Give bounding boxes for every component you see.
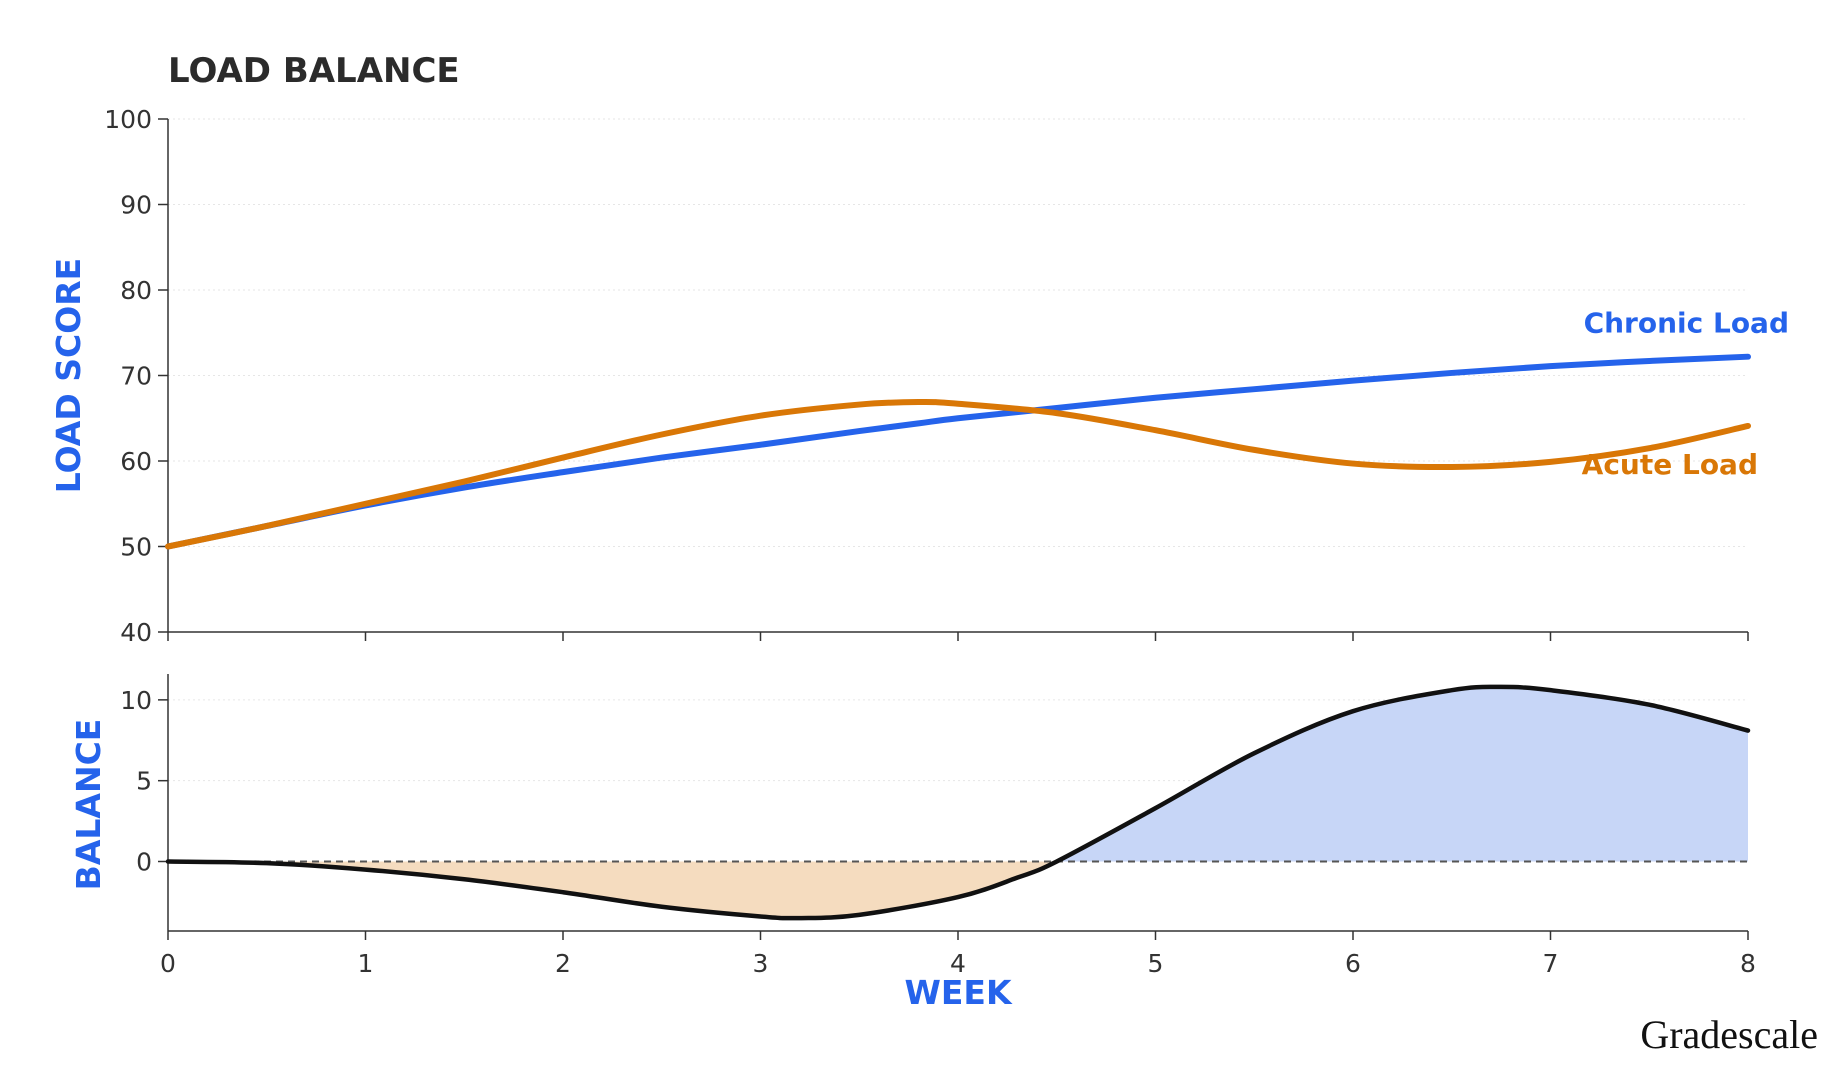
- balance-line: [165, 684, 1751, 921]
- x-tick-label: 1: [358, 949, 374, 978]
- x-tick-label: 7: [1543, 949, 1559, 978]
- x-tick-label: 5: [1148, 949, 1164, 978]
- bottom-y-axis-label: BALANCE: [69, 719, 108, 891]
- bottom-y-tick-label: 5: [136, 767, 152, 796]
- top-axes: 40 50 60 70 80 90 100: [104, 105, 1749, 647]
- x-tick-label: 0: [160, 949, 176, 978]
- positive-balance-area: [1056, 686, 1748, 862]
- load-series: [165, 353, 1751, 550]
- chronic-load-label: Chronic Load: [1584, 307, 1789, 340]
- negative-balance-area: [168, 861, 1057, 919]
- top-y-tick-label: 90: [120, 191, 152, 220]
- x-axis-label: WEEK: [904, 973, 1012, 1012]
- top-gridlines: [168, 118, 1748, 547]
- x-tick-label: 2: [555, 949, 571, 978]
- chart-title: LOAD BALANCE: [168, 51, 460, 91]
- top-y-tick-label: 50: [120, 533, 152, 562]
- x-tick-label: 8: [1740, 949, 1756, 978]
- x-tick-label: 4: [950, 949, 966, 978]
- x-tick-label: 6: [1345, 949, 1361, 978]
- top-y-tick-label: 60: [120, 447, 152, 476]
- balance-fills: [168, 686, 1748, 919]
- brand-logo: Gradescale: [1640, 1012, 1818, 1057]
- acute-load-line: [165, 398, 1751, 550]
- balance-series: [165, 684, 1751, 921]
- acute-load-label: Acute Load: [1582, 448, 1758, 481]
- bottom-y-tick-label: 0: [136, 847, 152, 876]
- axis-labels: Chronic Load Acute Load LOAD SCORE BALANCE W…: [49, 258, 1789, 1012]
- top-y-tick-label: 80: [120, 276, 152, 305]
- bottom-y-tick-label: 10: [120, 686, 152, 715]
- top-y-tick-label: 100: [104, 105, 152, 134]
- top-y-axis-label: LOAD SCORE: [49, 258, 88, 493]
- bottom-axes: 0 5 10 0 1 2 3 4 5 6 7 8: [120, 674, 1756, 978]
- top-y-tick-label: 40: [120, 618, 152, 647]
- top-y-tick-label: 70: [120, 362, 152, 391]
- x-tick-label: 3: [753, 949, 769, 978]
- chronic-load-line: [165, 353, 1751, 550]
